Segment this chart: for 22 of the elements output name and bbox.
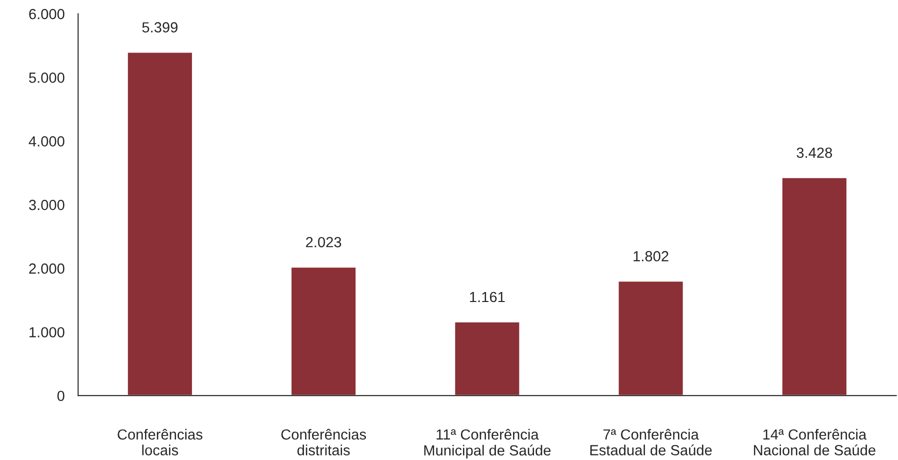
data-label: 5.399 bbox=[142, 22, 178, 32]
data-label: 1.802 bbox=[634, 251, 668, 262]
x-tick-label: Conferências distritais bbox=[281, 428, 366, 456]
data-label: 3.428 bbox=[796, 148, 832, 158]
bar bbox=[454, 321, 521, 396]
y-tick-label: 2.000 bbox=[29, 263, 64, 274]
x-tick-label: Conferências locais bbox=[118, 428, 202, 456]
bar bbox=[126, 51, 194, 396]
y-tick-label: 1.000 bbox=[30, 327, 64, 338]
data-label: 1.161 bbox=[470, 292, 505, 302]
y-tick-label: 3.000 bbox=[28, 200, 64, 210]
data-label: 2.023 bbox=[306, 236, 342, 248]
bar bbox=[617, 280, 684, 396]
y-tick-label: 6.000 bbox=[29, 8, 64, 20]
bar bbox=[780, 176, 848, 396]
y-tick-label: 4.000 bbox=[28, 136, 64, 146]
y-tick-label: 5.000 bbox=[29, 72, 64, 83]
x-tick-label: 14ª Conferência Nacional de Saúde bbox=[754, 428, 876, 456]
bar bbox=[290, 266, 357, 396]
y-tick-label: 0 bbox=[57, 390, 64, 402]
x-tick-label: 7ª Conferência Estadual de Saúde bbox=[590, 428, 712, 456]
x-tick-label: 11ª Conferência Municipal de Saúde bbox=[424, 428, 551, 458]
